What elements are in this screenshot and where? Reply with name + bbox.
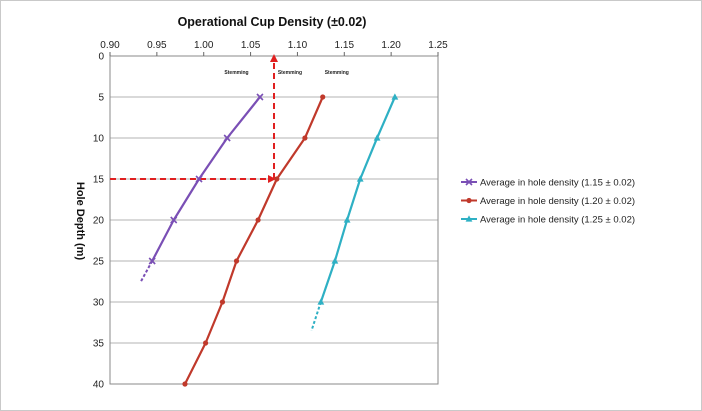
gridlines	[110, 96, 438, 344]
data-point	[302, 135, 308, 141]
data-point	[195, 175, 203, 183]
reference-lines	[110, 54, 278, 183]
data-point	[148, 257, 156, 265]
chart-title: Operational Cup Density (±0.02)	[178, 15, 367, 29]
data-point	[343, 216, 351, 223]
y-tick-label: 35	[93, 339, 105, 350]
annotations: Stemming Stemming Stemming	[224, 70, 348, 76]
legend: Average in hole density (1.15 ± 0.02) Ave…	[461, 178, 635, 226]
data-point	[317, 298, 325, 305]
series-line	[319, 96, 396, 303]
legend-item: Average in hole density (1.25 ± 0.02)	[461, 215, 635, 226]
data-point	[331, 257, 339, 264]
x-tick-label: 1.20	[381, 40, 401, 51]
legend-label: Average in hole density (1.25 ± 0.02)	[480, 215, 635, 226]
data-point	[465, 178, 473, 186]
legend-item: Average in hole density (1.15 ± 0.02)	[461, 178, 635, 189]
data-point	[255, 217, 261, 223]
x-tick-label: 0.90	[100, 40, 120, 51]
data-point	[356, 175, 364, 182]
data-point	[202, 340, 209, 346]
x-tick-label: 1.00	[194, 40, 214, 51]
y-tick-label: 30	[93, 298, 105, 309]
x-tick-label: 1.25	[428, 40, 448, 51]
y-axis-label: Hole Depth (m)	[74, 182, 86, 261]
series-1	[140, 93, 264, 282]
y-tick-label: 15	[93, 175, 105, 186]
axis-ticks: 0 5 10 15 20 25 30 35 40 0.90 0.95 1.00 1.05 1.10 1.15…	[93, 40, 448, 391]
data-point	[233, 258, 240, 264]
data-point	[391, 93, 399, 100]
y-tick-label: 0	[98, 52, 104, 63]
series-line	[183, 96, 324, 385]
y-tick-label: 40	[93, 380, 105, 391]
legend-item: Average in hole density (1.20 ± 0.02)	[461, 196, 635, 207]
series-3	[310, 93, 399, 332]
stemming-annotation: Stemming	[278, 70, 302, 76]
stemming-annotation: Stemming	[325, 70, 349, 76]
y-tick-label: 20	[93, 216, 105, 227]
series-extension	[140, 260, 154, 282]
legend-label: Average in hole density (1.20 ± 0.02)	[480, 196, 635, 207]
data-point	[465, 215, 473, 222]
data-point	[256, 93, 264, 101]
data-point	[373, 134, 381, 141]
y-tick-label: 5	[98, 93, 104, 104]
y-tick-label: 10	[93, 134, 105, 145]
x-tick-label: 1.15	[335, 40, 355, 51]
stemming-annotation: Stemming	[224, 70, 248, 76]
series-group	[140, 93, 399, 387]
x-tick-label: 1.05	[241, 40, 261, 51]
series-extension	[310, 301, 322, 332]
data-point	[170, 216, 178, 224]
data-point	[466, 197, 472, 204]
data-point	[274, 176, 280, 182]
x-tick-label: 1.10	[288, 40, 308, 51]
x-tick-label: 0.95	[147, 40, 167, 51]
y-tick-label: 25	[93, 257, 105, 268]
data-point	[219, 299, 226, 305]
series-2	[182, 94, 326, 387]
legend-label: Average in hole density (1.15 ± 0.02)	[480, 178, 635, 189]
data-point	[182, 381, 188, 387]
data-point	[320, 94, 326, 100]
data-point	[223, 134, 231, 142]
